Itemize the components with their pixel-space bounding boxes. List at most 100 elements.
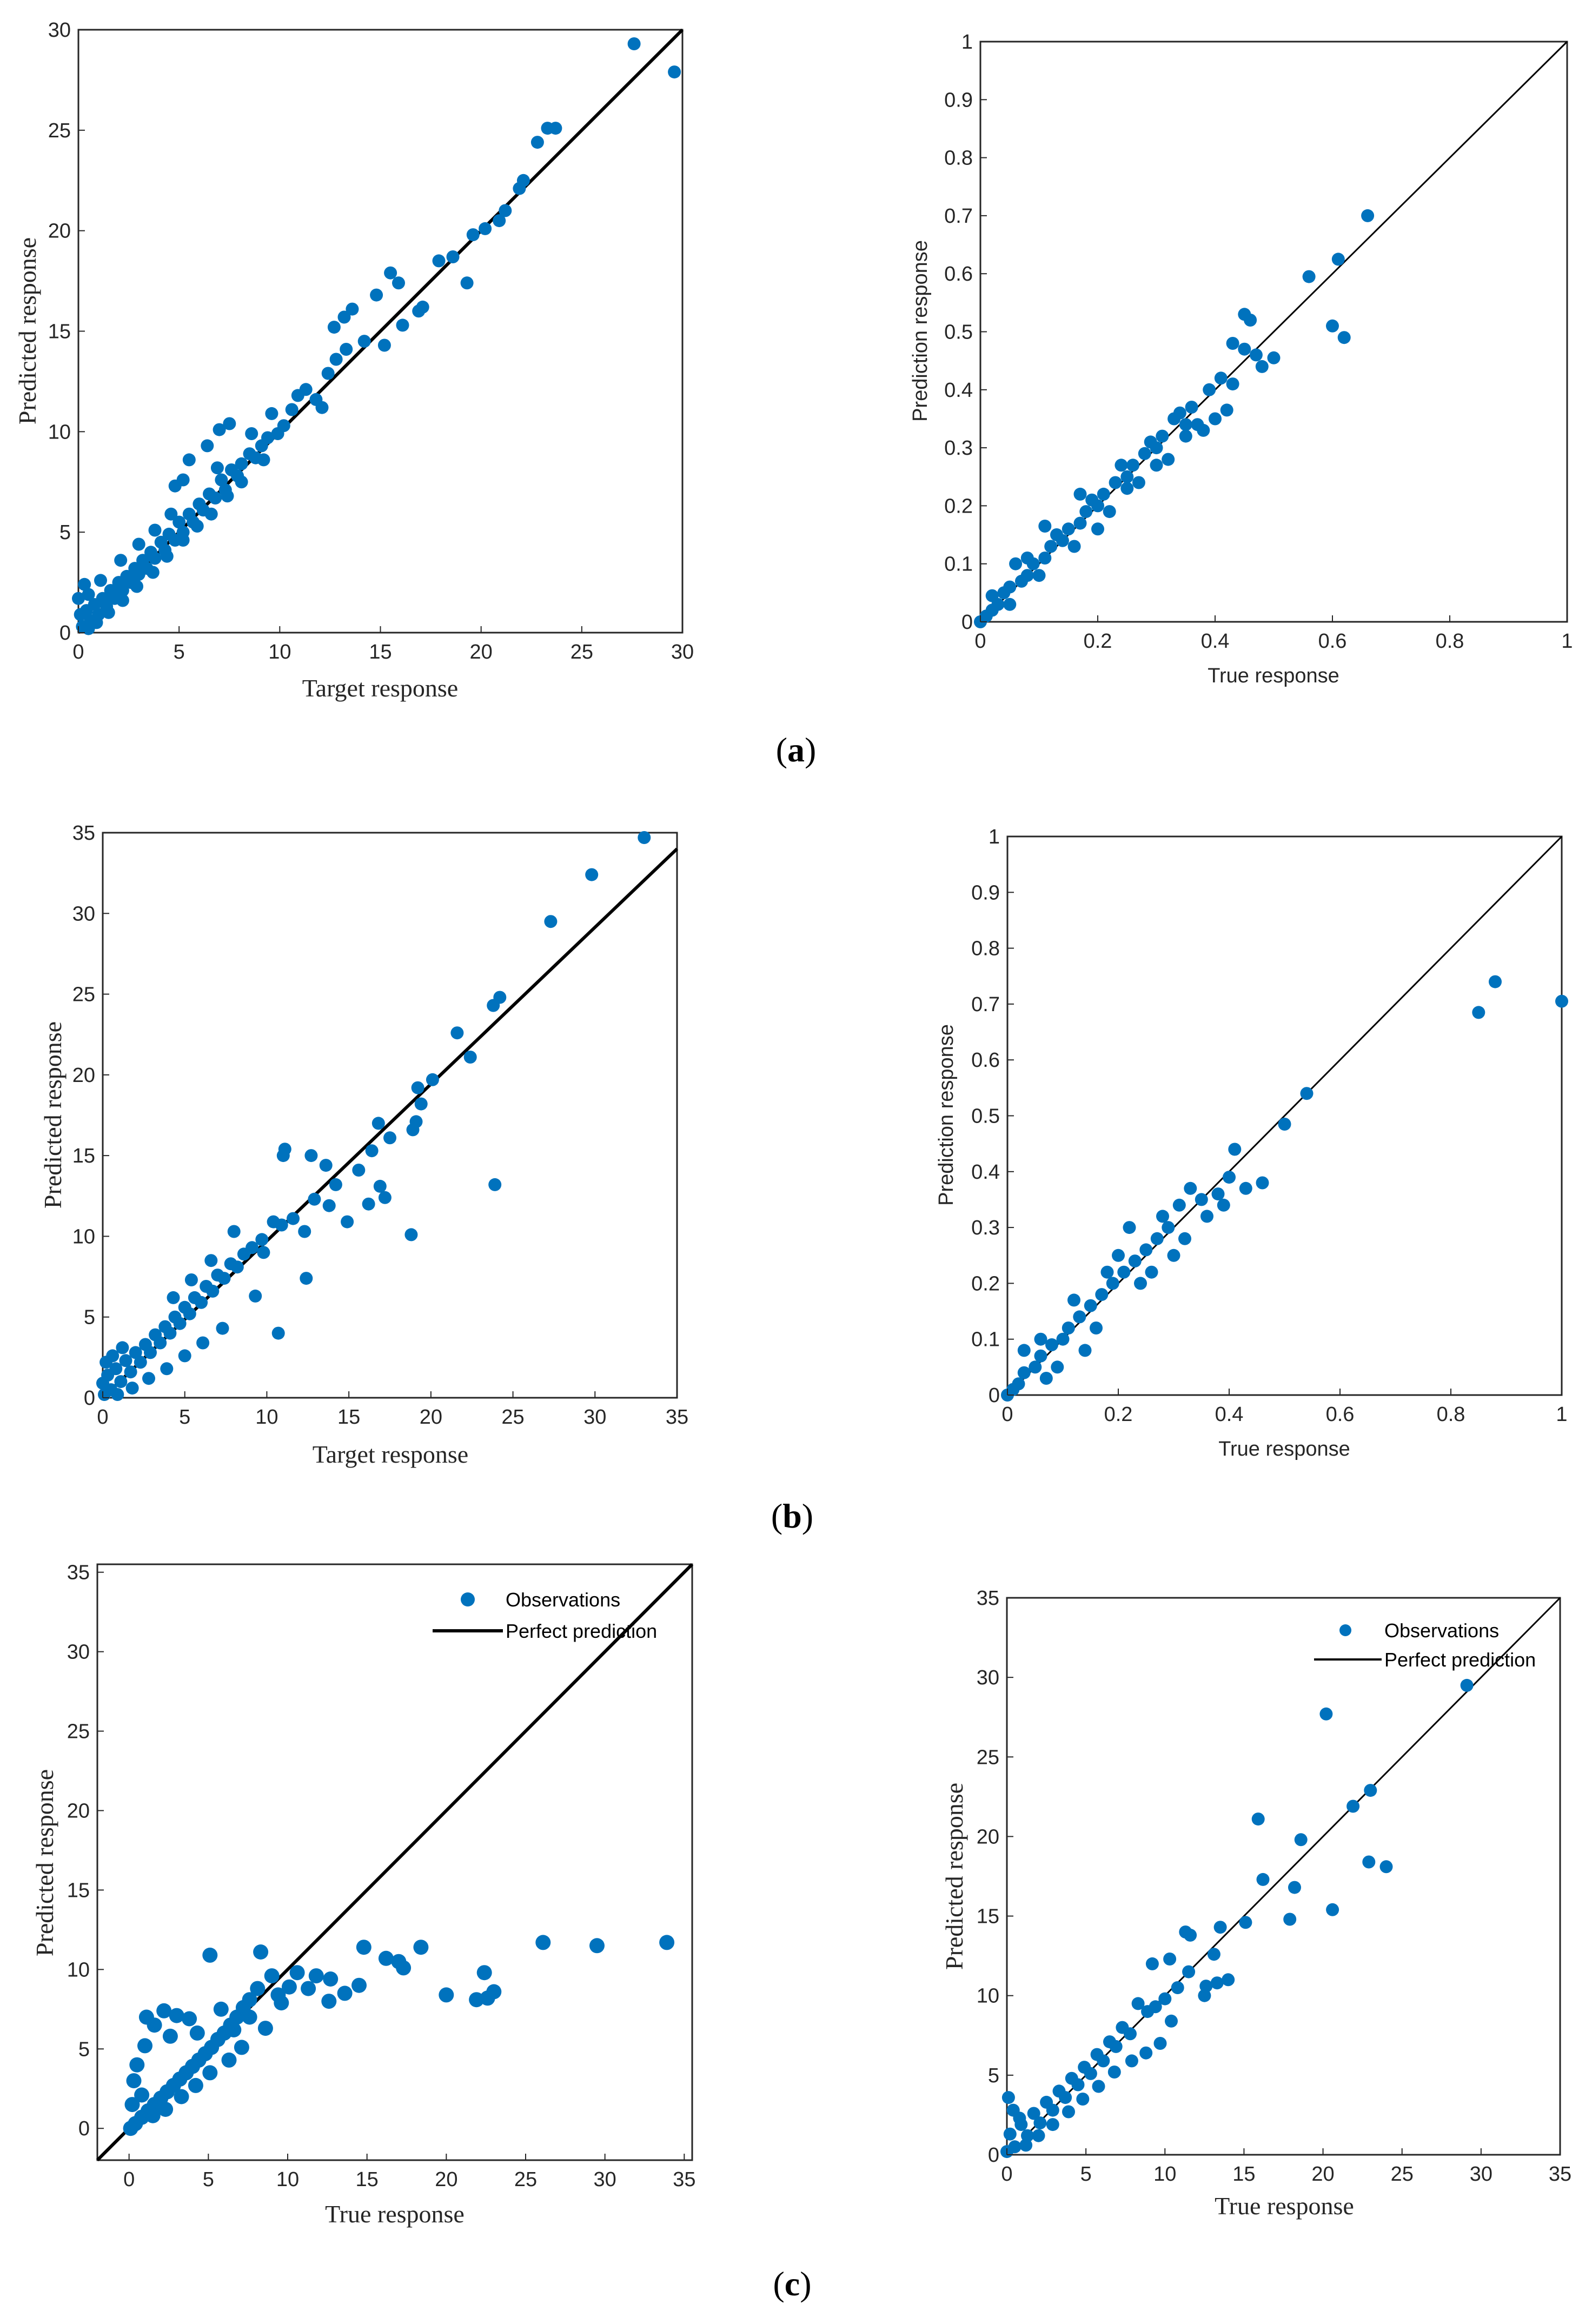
legend-label-perfect-prediction: Perfect prediction bbox=[1384, 1649, 1536, 1671]
scatter-point bbox=[414, 1097, 428, 1111]
scatter-point bbox=[1288, 1881, 1301, 1894]
x-tick-label: 15 bbox=[369, 641, 392, 663]
scatter-point bbox=[1112, 1249, 1125, 1262]
scatter-point bbox=[137, 2038, 152, 2054]
scatter-point bbox=[173, 515, 186, 529]
scatter-point bbox=[156, 2003, 172, 2018]
y-tick-label: 1 bbox=[961, 31, 973, 54]
scatter-point bbox=[255, 1233, 269, 1246]
scatter-point bbox=[1319, 1707, 1333, 1721]
scatter-point bbox=[216, 1322, 229, 1335]
y-tick-label: 0 bbox=[59, 622, 71, 645]
scatter-point bbox=[265, 407, 278, 420]
scatter-point bbox=[439, 1987, 454, 2003]
scatter-point bbox=[164, 507, 178, 521]
scatter-point bbox=[1472, 1006, 1485, 1019]
tick-layer: 0 5 10 15 20 25 30 35 0 5 10 15 20 25 30 35 bbox=[67, 1562, 696, 2191]
scatter-point bbox=[1085, 493, 1099, 507]
x-tick-label: 25 bbox=[571, 641, 593, 663]
scatter-point bbox=[1167, 1249, 1180, 1262]
scatter-point bbox=[168, 1310, 182, 1324]
scatter-point bbox=[535, 1935, 551, 1950]
scatter-point bbox=[1220, 403, 1233, 417]
scatter-point bbox=[221, 489, 234, 503]
x-tick-label: 25 bbox=[501, 1406, 524, 1429]
scatter-point bbox=[188, 2077, 203, 2093]
scatter-point bbox=[1199, 1980, 1213, 1993]
y-tick-label: 0.9 bbox=[971, 881, 1000, 904]
scatter-point bbox=[126, 2073, 142, 2089]
scatter-point bbox=[1040, 2095, 1053, 2109]
scatter-point bbox=[1029, 1360, 1042, 1374]
y-tick-label: 35 bbox=[72, 822, 95, 845]
scatter-point bbox=[450, 1026, 464, 1040]
scatter-point bbox=[1103, 505, 1116, 519]
scatter-point bbox=[124, 2097, 140, 2113]
scatter-point bbox=[1191, 418, 1204, 431]
scatter-point bbox=[1145, 1957, 1159, 1970]
y-tick-label: 0.2 bbox=[971, 1272, 1000, 1295]
scatter-point bbox=[1226, 377, 1239, 391]
scatter-point bbox=[213, 2001, 229, 2017]
x-tick-label: 10 bbox=[255, 1406, 278, 1429]
scatter-point bbox=[1009, 557, 1023, 570]
x-tick-label: 20 bbox=[1311, 2163, 1334, 2186]
scatter-point bbox=[327, 321, 341, 334]
scatter-point bbox=[144, 546, 157, 559]
scatter-point bbox=[1139, 2046, 1153, 2060]
scatter-point bbox=[365, 1144, 379, 1158]
scatter-point bbox=[1001, 2091, 1015, 2104]
scatter-point bbox=[142, 1372, 155, 1385]
scatter-point bbox=[1115, 459, 1128, 472]
scatter-point bbox=[225, 463, 238, 476]
x-tick-label: 10 bbox=[268, 641, 291, 663]
scatter-point bbox=[1038, 520, 1052, 533]
scatter-point bbox=[201, 439, 214, 453]
scatter-point bbox=[1379, 1860, 1393, 1874]
scatter-point bbox=[373, 1179, 387, 1193]
y-tick-label: 0.7 bbox=[944, 205, 973, 228]
scatter-point bbox=[370, 288, 383, 302]
scatter-point bbox=[1346, 1800, 1360, 1813]
scatter-point bbox=[1209, 412, 1222, 426]
scatter-points bbox=[123, 1935, 675, 2136]
legend-marker-observations bbox=[1339, 1624, 1351, 1636]
scatter-point bbox=[1138, 447, 1151, 460]
scatter-point bbox=[1078, 2061, 1091, 2074]
scatter-point bbox=[281, 1979, 297, 1995]
scatter-point bbox=[1171, 1981, 1184, 1994]
tick-layer: 0 5 10 15 20 25 30 35 0 5 10 15 20 25 30 35 bbox=[977, 1587, 1571, 2186]
scatter-point bbox=[1156, 1210, 1169, 1223]
scatter-point bbox=[493, 214, 506, 228]
scatter-point bbox=[128, 562, 142, 575]
scatter-point bbox=[1017, 1344, 1031, 1357]
scatter-point bbox=[223, 417, 236, 430]
scatter-point bbox=[104, 584, 117, 597]
scatter-point bbox=[72, 592, 85, 605]
chart-c-left: 0 5 10 15 20 25 30 35 0 5 10 15 20 25 30 35 Observation… bbox=[31, 1562, 695, 2228]
scatter-point bbox=[1062, 2105, 1075, 2119]
scatter-point bbox=[1034, 1332, 1047, 1346]
scatter-point bbox=[210, 461, 224, 475]
scatter-point bbox=[585, 868, 599, 881]
scatter-point bbox=[1267, 351, 1281, 364]
scatter-point bbox=[432, 254, 446, 268]
legend-label-observations: Observations bbox=[506, 1589, 620, 1611]
scatter-point bbox=[174, 2089, 189, 2104]
scatter-point bbox=[253, 1944, 269, 1960]
x-tick-label: 0.8 bbox=[1436, 630, 1464, 653]
y-axis-label: Prediction response bbox=[935, 1024, 958, 1206]
x-tick-label: 30 bbox=[671, 641, 694, 663]
x-tick-label: 30 bbox=[1470, 2163, 1492, 2186]
scatter-point bbox=[1278, 1118, 1291, 1131]
scatter-point bbox=[204, 507, 218, 521]
scatter-point bbox=[321, 1994, 337, 2009]
x-tick-label: 0 bbox=[1001, 1403, 1013, 1426]
scatter-point bbox=[271, 427, 284, 440]
scatter-point bbox=[255, 439, 268, 453]
scatter-point bbox=[1182, 1965, 1196, 1978]
scatter-point bbox=[1084, 1299, 1097, 1312]
x-tick-label: 0.2 bbox=[1104, 1403, 1133, 1426]
scatter-point bbox=[130, 580, 143, 593]
caption-b: (b) bbox=[771, 1497, 813, 1535]
